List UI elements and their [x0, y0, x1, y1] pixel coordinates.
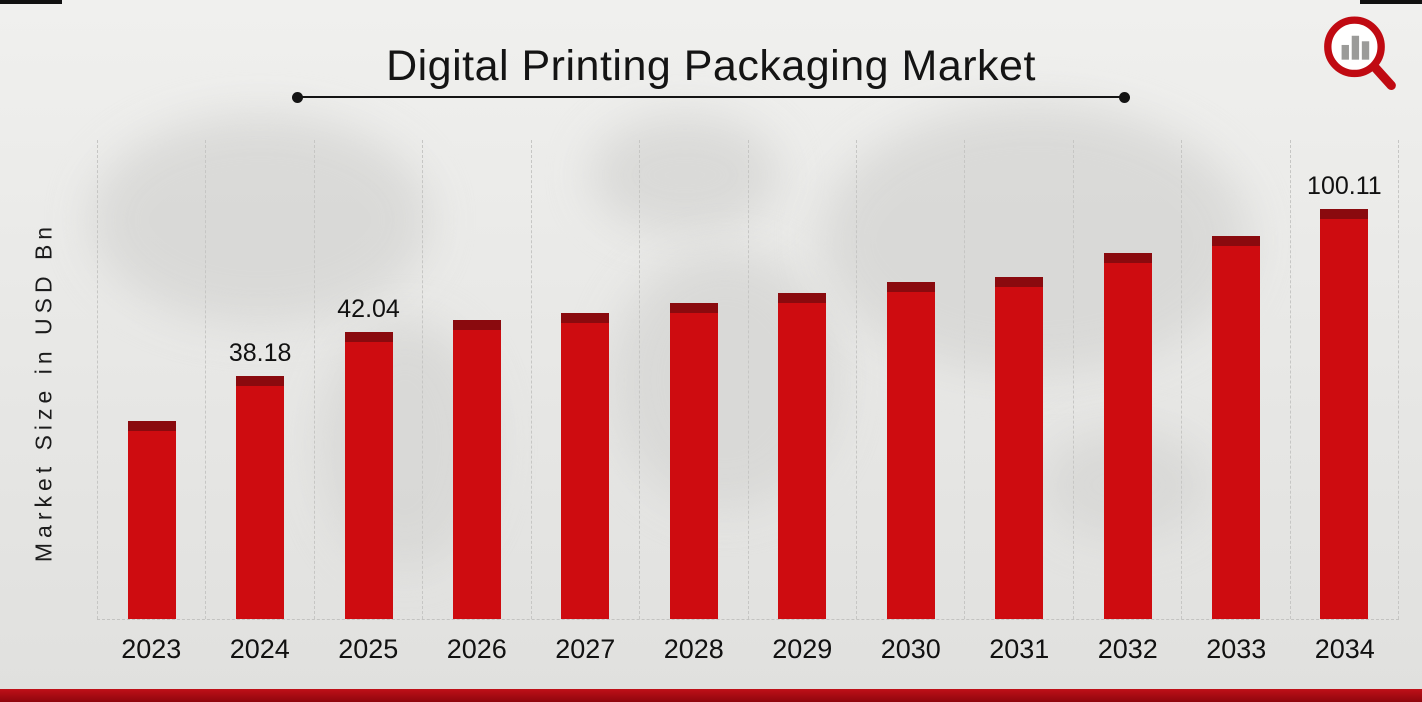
x-axis-tick-label: 2024: [229, 634, 290, 664]
bar-2024: [236, 376, 285, 619]
x-axis-tick-label: 2023: [121, 634, 182, 664]
data-label: 38.18: [228, 339, 292, 367]
plot-area: 38.18 42.04 100.11 2023 2024 2025 2026 2027 202…: [97, 140, 1400, 665]
bar-cap: [561, 313, 610, 323]
x-axis-labels: 2023 2024 2025 2026 2027 2028 2029 2030 2031 2032…: [97, 620, 1399, 665]
bar-cap: [1320, 209, 1369, 219]
bar-2025: [344, 332, 393, 619]
x-axis-tick-label: 2032: [1097, 634, 1158, 664]
bar-2027: [561, 313, 610, 619]
y-axis-label: Market Size in USD Bn: [30, 221, 57, 563]
bar-column: [1072, 140, 1181, 619]
bar-2026: [452, 320, 501, 619]
bar-cap: [1103, 253, 1152, 263]
x-axis-tick-label: 2029: [772, 634, 833, 664]
bar-2034: [1320, 209, 1369, 619]
bar-cap: [344, 332, 393, 342]
bar-column: 100.11: [1289, 140, 1400, 619]
x-axis-tick-label: 2028: [663, 634, 724, 664]
bar-column: [1181, 140, 1289, 619]
bar-2029: [778, 293, 827, 619]
bar-cap: [778, 293, 827, 303]
data-label: 100.11: [1307, 172, 1382, 200]
x-axis-tick-label: 2025: [338, 634, 399, 664]
bar-column: [964, 140, 1072, 619]
bar-cap: [995, 277, 1044, 287]
bar-column: 42.04: [313, 140, 422, 619]
title-underline: [292, 92, 1130, 103]
bar-2031: [995, 277, 1044, 619]
bar-column: 38.18: [205, 140, 313, 619]
bar-cap: [236, 376, 285, 386]
bar-cap: [127, 421, 176, 431]
chart-title: Digital Printing Packaging Market: [386, 42, 1036, 90]
bar-column: [422, 140, 530, 619]
bar-cap: [669, 303, 718, 313]
x-axis-tick-label: 2026: [446, 634, 507, 664]
magnifier-chart-icon: [1324, 16, 1396, 91]
bar-2023: [127, 421, 176, 619]
top-left-corner-mark: [0, 0, 62, 4]
bars-row: 38.18 42.04 100.11: [97, 140, 1400, 620]
bar-cap: [1211, 236, 1260, 246]
x-axis-tick-label: 2027: [555, 634, 616, 664]
bar-cap: [452, 320, 501, 330]
x-axis-tick-label: 2030: [880, 634, 941, 664]
bar-2028: [669, 303, 718, 619]
footer-accent-bar: [0, 689, 1422, 702]
bar-column: [97, 140, 205, 619]
brand-logo: [1314, 10, 1406, 102]
data-label: 42.04: [337, 295, 400, 323]
bar-column: [855, 140, 964, 619]
bar-column: [747, 140, 856, 619]
x-axis-tick-label: 2033: [1206, 634, 1267, 664]
x-axis-tick-label: 2031: [989, 634, 1050, 664]
bar-column: [639, 140, 747, 619]
bar-2030: [886, 282, 935, 619]
x-axis-tick-label: 2034: [1314, 634, 1375, 664]
bar-cap: [886, 282, 935, 292]
bar-2032: [1103, 253, 1152, 619]
bar-2033: [1211, 236, 1260, 619]
top-right-corner-mark: [1360, 0, 1422, 4]
bar-column: [530, 140, 639, 619]
